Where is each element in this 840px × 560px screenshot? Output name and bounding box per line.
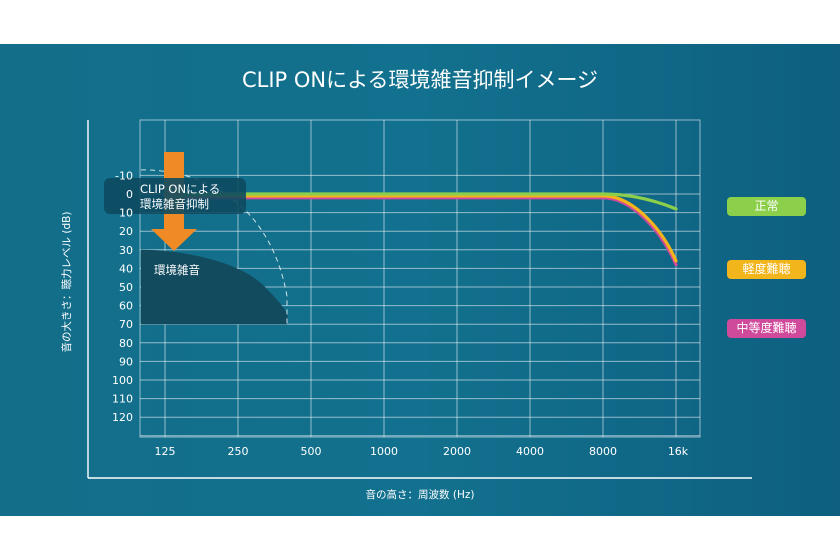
y-tick-label: 20 <box>119 225 133 238</box>
legend-mild: 軽度難聴 <box>727 260 806 279</box>
x-tick-label: 8000 <box>589 445 617 458</box>
clip-on-label-line1: CLIP ONによる <box>140 182 220 196</box>
y-tick-label: 30 <box>119 244 133 257</box>
y-tick-label: -10 <box>115 169 133 182</box>
series-lines <box>163 192 678 267</box>
chart-title: CLIP ONによる環境雑音抑制イメージ <box>242 68 598 92</box>
legend-normal: 正常 <box>727 197 806 216</box>
y-tick-label: 10 <box>119 207 133 220</box>
x-tick-label: 125 <box>155 445 176 458</box>
axes <box>87 120 752 479</box>
x-axis-label: 音の高さ：周波数 (Hz) <box>366 488 475 501</box>
plot-frame <box>139 119 701 438</box>
y-tick-label: 100 <box>112 374 133 387</box>
x-tick-labels: 125 250 500 1000 2000 4000 8000 16k <box>155 445 689 458</box>
y-tick-label: 80 <box>119 337 133 350</box>
y-tick-label: 90 <box>119 355 133 368</box>
x-tick-label: 2000 <box>443 445 471 458</box>
clip-on-label-line2: 環境雑音抑制 <box>140 197 209 211</box>
y-tick-label: 60 <box>119 300 133 313</box>
legend-moderate: 中等度難聴 <box>727 319 806 338</box>
x-tick-label: 500 <box>301 445 322 458</box>
clip-on-label-box <box>104 178 246 214</box>
normal-line <box>163 192 678 211</box>
y-tick-label: 70 <box>119 318 133 331</box>
x-tick-label: 16k <box>668 445 689 458</box>
y-tick-labels: -10 0 10 20 30 40 50 60 70 80 90 100 110 120 <box>112 169 133 424</box>
y-tick-label: 40 <box>119 262 133 275</box>
mild-line <box>163 194 678 263</box>
noise-fill <box>141 249 288 325</box>
x-tick-label: 4000 <box>516 445 544 458</box>
noise-label: 環境雑音 <box>154 263 200 277</box>
x-tick-label: 250 <box>228 445 249 458</box>
y-tick-label: 50 <box>119 281 133 294</box>
y-tick-label: 110 <box>112 393 133 406</box>
moderate-line <box>163 196 678 267</box>
y-tick-label: 0 <box>126 188 133 201</box>
y-tick-label: 120 <box>112 411 133 424</box>
x-tick-label: 1000 <box>370 445 398 458</box>
y-axis-label: 音の大きさ：聴力レベル (dB) <box>60 212 73 353</box>
